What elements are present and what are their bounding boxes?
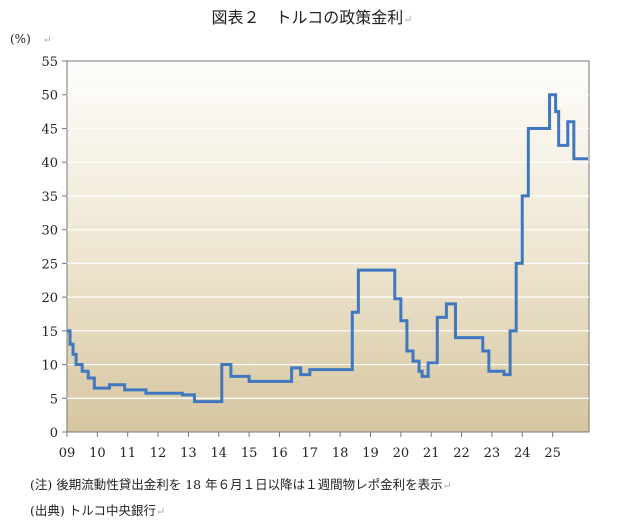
y-unit-label: (%) ↵ <box>10 32 52 46</box>
svg-text:15: 15 <box>41 325 58 340</box>
plot-area <box>66 60 590 433</box>
svg-text:25: 25 <box>544 446 561 461</box>
svg-text:13: 13 <box>180 446 197 461</box>
svg-text:10: 10 <box>41 359 58 374</box>
svg-text:0: 0 <box>50 426 58 441</box>
svg-text:19: 19 <box>362 446 379 461</box>
svg-text:14: 14 <box>210 446 227 461</box>
svg-text:35: 35 <box>41 190 58 205</box>
svg-text:18: 18 <box>332 446 349 461</box>
svg-text:20: 20 <box>41 291 58 306</box>
y-axis-ticks: 0 5 10 15 20 25 30 35 40 45 50 55 <box>41 55 58 441</box>
svg-text:30: 30 <box>41 224 58 239</box>
svg-text:55: 55 <box>41 55 58 70</box>
svg-text:21: 21 <box>423 446 440 461</box>
gridlines <box>62 60 589 437</box>
svg-text:12: 12 <box>150 446 167 461</box>
svg-text:25: 25 <box>41 257 58 272</box>
svg-text:23: 23 <box>484 446 501 461</box>
svg-text:20: 20 <box>393 446 410 461</box>
svg-text:40: 40 <box>41 156 58 171</box>
svg-text:11: 11 <box>119 446 136 461</box>
svg-text:22: 22 <box>453 446 470 461</box>
svg-text:09: 09 <box>59 446 76 461</box>
svg-text:50: 50 <box>41 89 58 104</box>
svg-text:16: 16 <box>271 446 288 461</box>
svg-text:10: 10 <box>89 446 106 461</box>
svg-text:24: 24 <box>514 446 531 461</box>
svg-text:45: 45 <box>41 122 58 137</box>
note-text: (注) 後期流動性貸出金利を 18 年６月１日以降は１週間物レポ金利を表示↵ <box>30 477 452 492</box>
svg-text:5: 5 <box>50 392 58 407</box>
svg-text:17: 17 <box>302 446 319 461</box>
chart-title: 図表２ トルコの政策金利↵ <box>211 8 413 27</box>
svg-text:15: 15 <box>241 446 258 461</box>
x-axis-ticks: 09 10 11 12 13 14 15 16 17 18 19 20 21 22 23 24 25 <box>59 446 561 461</box>
policy-rate-line <box>67 93 588 404</box>
chart-plot: 0 5 10 15 20 25 30 35 40 45 50 55 09 10 11 12 13 14 15 16 1… <box>41 55 590 461</box>
source-text: (出典) トルコ中央銀行↵ <box>30 503 166 518</box>
